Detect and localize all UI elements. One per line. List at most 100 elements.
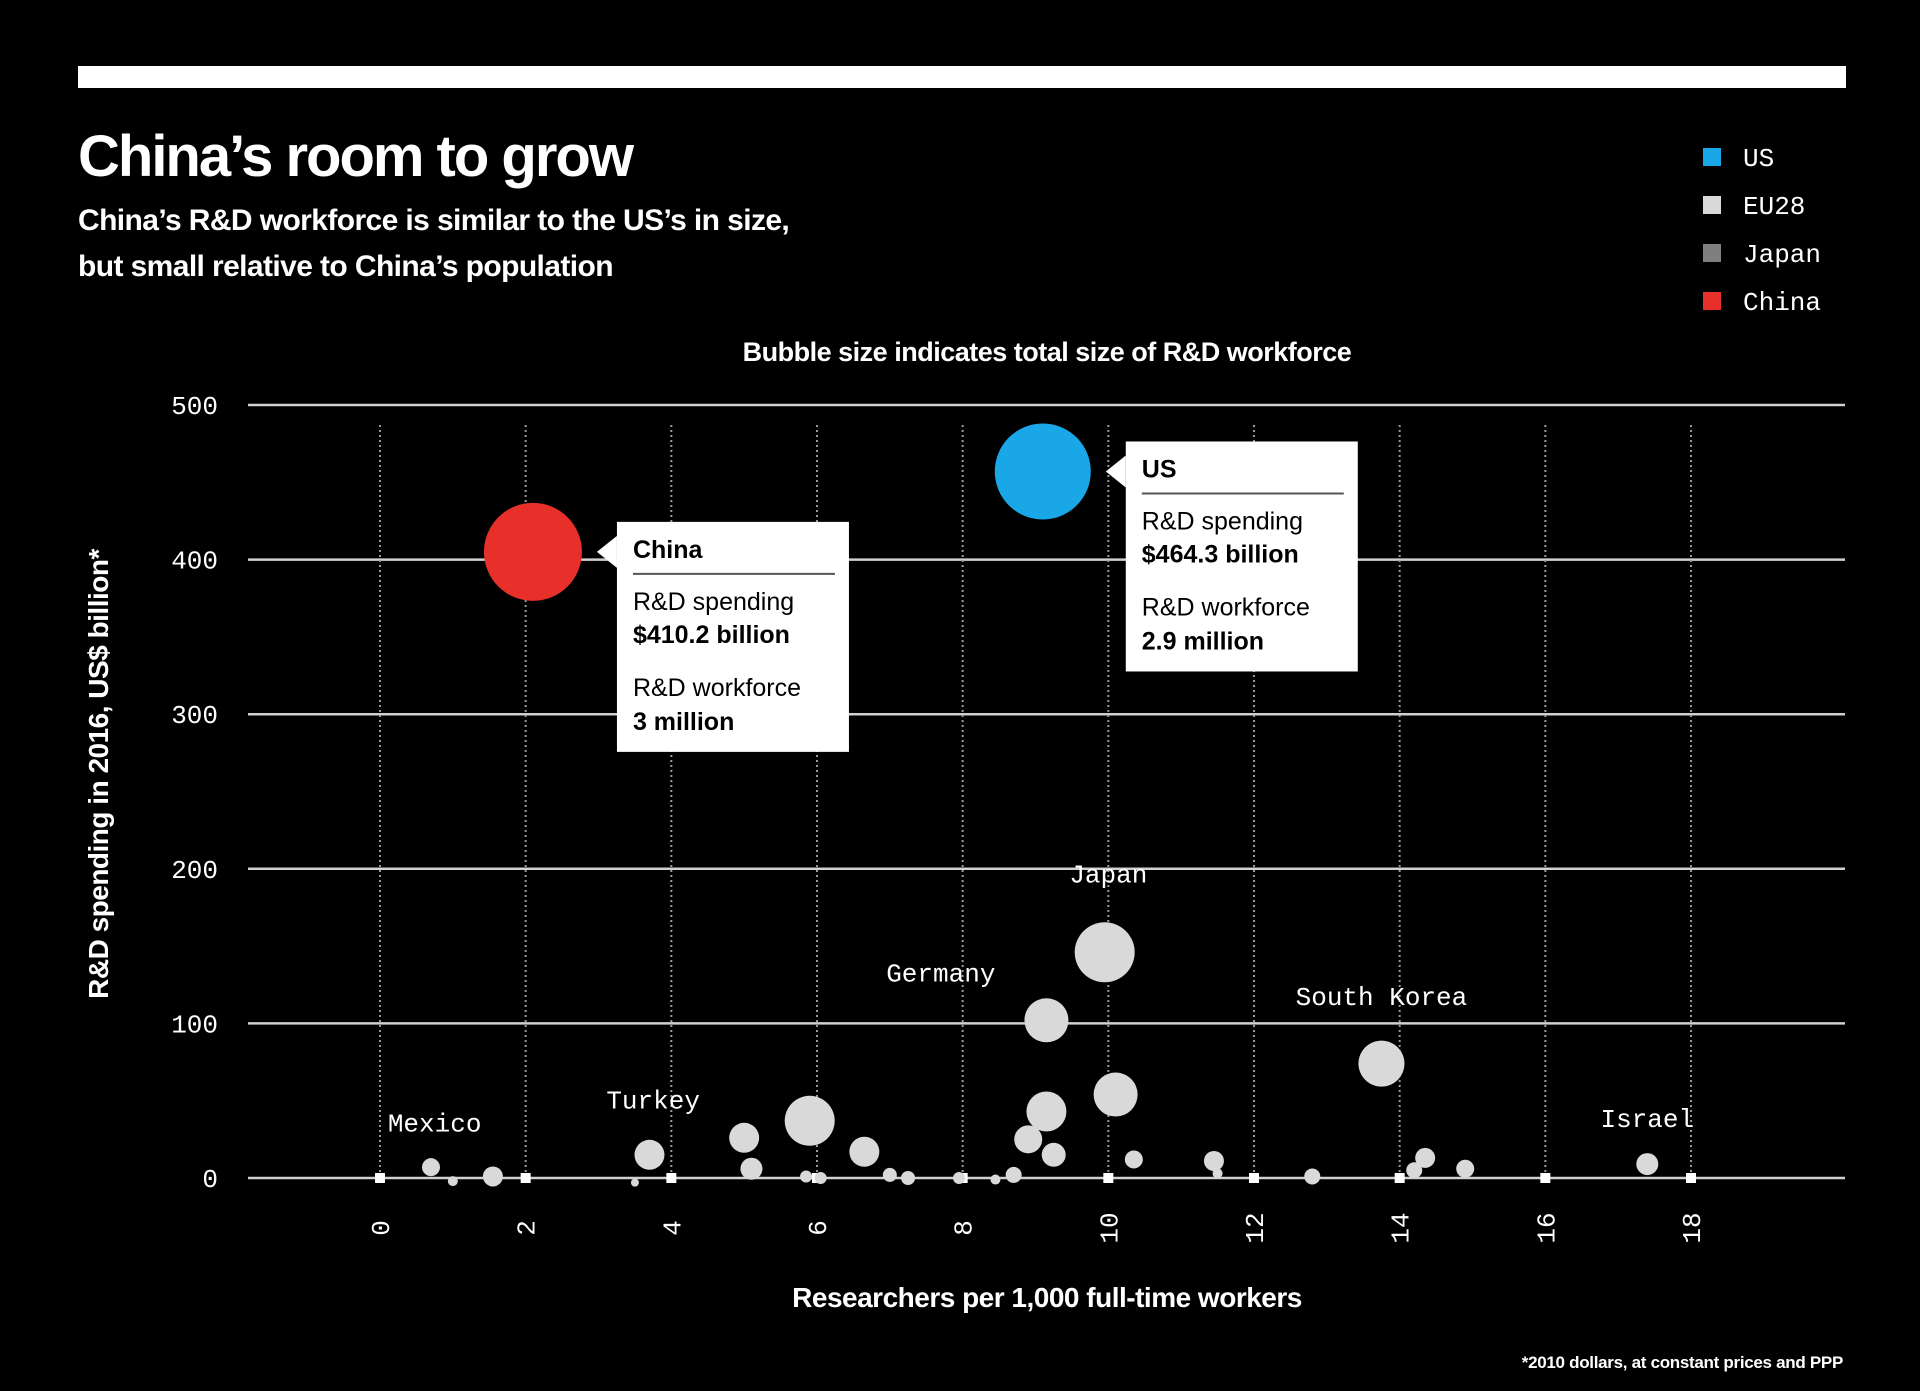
bubble [882, 1167, 897, 1182]
legend: US EU28 Japan China [1703, 144, 1821, 318]
bubble [740, 1157, 763, 1180]
bubble [800, 1170, 813, 1183]
x-tick-label: 8 [950, 1220, 980, 1236]
bubble-mexico [421, 1158, 440, 1177]
legend-label: US [1743, 144, 1774, 174]
x-tick-label: 4 [658, 1220, 688, 1236]
x-axis-label: Researchers per 1,000 full-time workers [792, 1282, 1302, 1313]
bubble [1203, 1150, 1224, 1171]
callout-workforce-value: 3 million [633, 708, 734, 736]
bubble [990, 1174, 1001, 1185]
y-tick-label: 0 [202, 1165, 218, 1195]
legend-label: EU28 [1743, 192, 1805, 222]
y-tick-label: 300 [171, 701, 218, 731]
bubble-size-note: Bubble size indicates total size of R&D … [743, 337, 1352, 367]
footnote: *2010 dollars, at constant prices and PP… [1522, 1353, 1843, 1372]
x-tick-label: 14 [1387, 1212, 1417, 1243]
callout-spending-value: $464.3 billion [1142, 540, 1299, 568]
chart-subtitle-line-1: China’s R&D workforce is similar to the … [78, 204, 789, 237]
country-labels: Mexico Turkey Germany Japan South Korea Israe… [388, 861, 1694, 1140]
country-label: Japan [1069, 861, 1147, 891]
x-tick-label: 16 [1532, 1212, 1562, 1243]
bubble [1014, 1125, 1043, 1154]
bubble [447, 1176, 458, 1187]
x-tick-mark [1540, 1173, 1551, 1183]
callout-us: US R&D spending $464.3 billion R&D workforc… [1105, 441, 1358, 672]
x-tick-label: 2 [513, 1220, 543, 1236]
callout-title: US [1142, 455, 1177, 483]
callout-box [616, 521, 849, 752]
callout-pointer [1105, 455, 1126, 488]
callout-spending-label: R&D spending [633, 588, 794, 616]
country-label: Israel [1600, 1105, 1694, 1135]
y-tick-label: 100 [171, 1010, 218, 1040]
bubble [1093, 1072, 1138, 1117]
chart-title: China’s room to grow [78, 124, 635, 189]
bubble [814, 1172, 827, 1184]
callout-workforce-label: R&D workforce [633, 674, 801, 702]
legend-swatch [1703, 196, 1721, 214]
bubble [1304, 1168, 1321, 1185]
callout-workforce-value: 2.9 million [1142, 627, 1264, 655]
callout-spending-label: R&D spending [1142, 507, 1303, 535]
callout-box [1125, 441, 1358, 672]
country-label: Mexico [388, 1110, 482, 1140]
bubble [1005, 1166, 1022, 1183]
legend-swatch [1703, 292, 1721, 310]
header-rule [78, 66, 1846, 88]
y-axis-ticks: 0 100 200 300 400 500 [171, 392, 218, 1195]
bubble-china [483, 502, 582, 601]
bubble [784, 1095, 835, 1146]
callout-pointer [596, 535, 617, 568]
bubble [1041, 1142, 1066, 1167]
x-tick-mark [375, 1173, 385, 1183]
y-tick-label: 200 [171, 856, 218, 886]
country-label: Turkey [606, 1086, 700, 1116]
x-axis-ticks: 0 2 4 6 8 10 12 14 16 18 [367, 1173, 1708, 1244]
bubble [630, 1178, 639, 1187]
callout-title: China [633, 536, 704, 564]
x-tick-mark [1394, 1173, 1405, 1183]
callout-workforce-label: R&D workforce [1142, 593, 1310, 621]
bubbles [421, 423, 1659, 1187]
legend-label: China [1743, 288, 1821, 318]
legend-swatch [1703, 244, 1721, 262]
y-tick-label: 500 [171, 392, 218, 422]
bubble [1212, 1168, 1223, 1179]
x-tick-label: 6 [804, 1220, 834, 1236]
x-tick-label: 18 [1678, 1212, 1708, 1243]
legend-swatch [1703, 148, 1721, 166]
bubble [729, 1122, 760, 1153]
bubble [1415, 1147, 1436, 1168]
bubble-israel [1636, 1153, 1659, 1176]
chart-subtitle-line-2: but small relative to China’s population [78, 250, 613, 283]
bubble-japan [1074, 922, 1135, 983]
bubble-germany [1024, 998, 1069, 1043]
callout-spending-value: $410.2 billion [633, 621, 790, 649]
bubble [953, 1172, 966, 1184]
bubble [1406, 1162, 1423, 1179]
callout-china: China R&D spending $410.2 billion R&D workf… [596, 521, 849, 752]
country-label: South Korea [1296, 983, 1468, 1013]
bubble-south-korea [1358, 1040, 1405, 1087]
bubble [849, 1136, 880, 1167]
bubble [1026, 1091, 1067, 1132]
gridlines [248, 403, 1845, 1180]
x-tick-label: 0 [367, 1220, 397, 1236]
bubble [1124, 1150, 1143, 1169]
x-tick-label: 12 [1241, 1212, 1271, 1243]
x-tick-mark [1686, 1173, 1696, 1183]
y-tick-label: 400 [171, 547, 218, 577]
country-label: Germany [886, 960, 995, 990]
legend-label: Japan [1743, 240, 1821, 270]
x-tick-mark [1103, 1173, 1114, 1183]
bubble-us [994, 423, 1091, 520]
x-tick-label: 10 [1095, 1212, 1125, 1243]
bubble [482, 1166, 503, 1187]
bubble-turkey [634, 1139, 665, 1170]
x-tick-mark [520, 1173, 531, 1183]
callouts: China R&D spending $410.2 billion R&D workf… [596, 441, 1358, 752]
bubble [1456, 1159, 1475, 1178]
bubble [901, 1171, 916, 1185]
